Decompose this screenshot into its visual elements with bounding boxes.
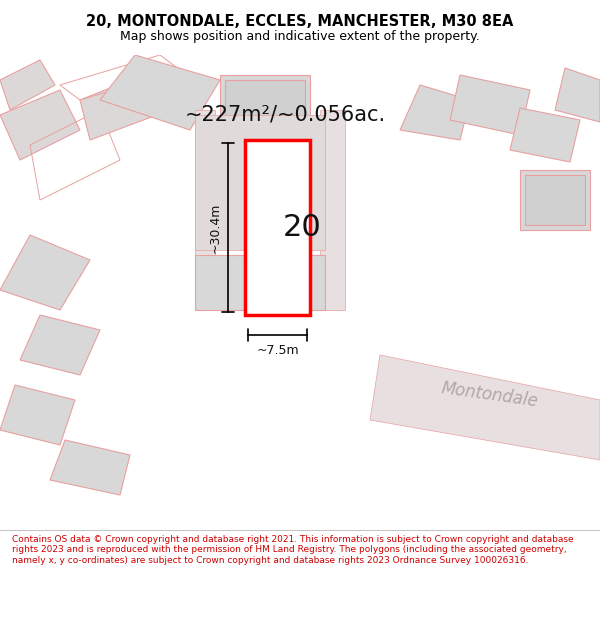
Bar: [245, 140, 310, 315]
Text: Contains OS data © Crown copyright and database right 2021. This information is : Contains OS data © Crown copyright and d…: [12, 535, 574, 564]
Text: 20, MONTONDALE, ECCLES, MANCHESTER, M30 8EA: 20, MONTONDALE, ECCLES, MANCHESTER, M30 …: [86, 14, 514, 29]
Polygon shape: [510, 108, 580, 162]
Polygon shape: [100, 55, 220, 130]
Bar: [225, 80, 305, 135]
Bar: [195, 255, 325, 310]
Polygon shape: [0, 90, 80, 160]
Text: ~7.5m: ~7.5m: [256, 344, 299, 357]
Polygon shape: [400, 85, 470, 140]
Polygon shape: [0, 60, 55, 110]
Text: Montondale: Montondale: [440, 379, 539, 411]
Polygon shape: [0, 385, 75, 445]
Text: ~227m²/~0.056ac.: ~227m²/~0.056ac.: [185, 105, 386, 125]
Bar: [525, 175, 585, 225]
Bar: [220, 75, 310, 140]
Polygon shape: [320, 110, 345, 310]
Text: Map shows position and indicative extent of the property.: Map shows position and indicative extent…: [120, 30, 480, 43]
Text: ~30.4m: ~30.4m: [209, 202, 221, 252]
Polygon shape: [50, 440, 130, 495]
Polygon shape: [555, 68, 600, 122]
Polygon shape: [0, 235, 90, 310]
Bar: [195, 115, 325, 250]
Text: 20: 20: [283, 213, 322, 242]
Polygon shape: [370, 355, 600, 460]
Polygon shape: [195, 110, 215, 310]
Bar: [520, 170, 590, 230]
Polygon shape: [450, 75, 530, 135]
Polygon shape: [80, 70, 170, 140]
Polygon shape: [20, 315, 100, 375]
